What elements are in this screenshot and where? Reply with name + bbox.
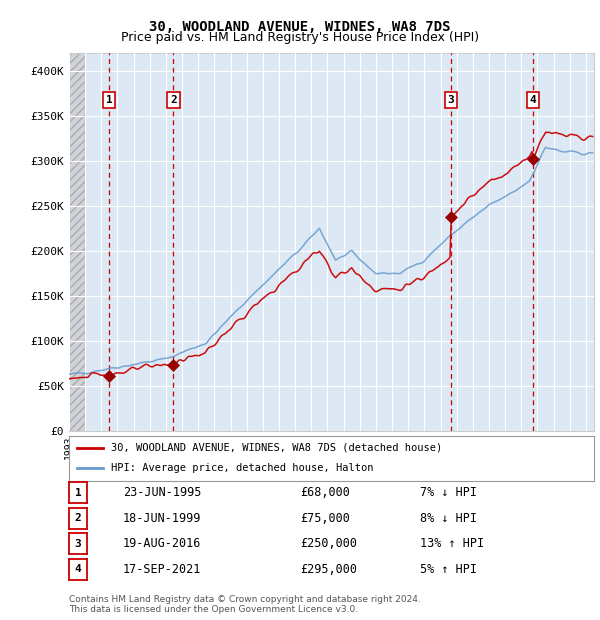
Text: £295,000: £295,000 [300, 563, 357, 575]
Text: 30, WOODLAND AVENUE, WIDNES, WA8 7DS (detached house): 30, WOODLAND AVENUE, WIDNES, WA8 7DS (de… [111, 443, 442, 453]
Text: This data is licensed under the Open Government Licence v3.0.: This data is licensed under the Open Gov… [69, 604, 358, 614]
Text: 19-AUG-2016: 19-AUG-2016 [123, 538, 202, 550]
Text: 5% ↑ HPI: 5% ↑ HPI [420, 563, 477, 575]
Text: Price paid vs. HM Land Registry's House Price Index (HPI): Price paid vs. HM Land Registry's House … [121, 31, 479, 44]
Text: £75,000: £75,000 [300, 512, 350, 525]
Text: 23-JUN-1995: 23-JUN-1995 [123, 487, 202, 499]
Text: 13% ↑ HPI: 13% ↑ HPI [420, 538, 484, 550]
Text: 1: 1 [106, 95, 112, 105]
Text: 2: 2 [74, 513, 82, 523]
Text: 3: 3 [74, 539, 82, 549]
Text: £250,000: £250,000 [300, 538, 357, 550]
Text: 8% ↓ HPI: 8% ↓ HPI [420, 512, 477, 525]
Text: Contains HM Land Registry data © Crown copyright and database right 2024.: Contains HM Land Registry data © Crown c… [69, 595, 421, 604]
Text: 18-JUN-1999: 18-JUN-1999 [123, 512, 202, 525]
Text: 3: 3 [448, 95, 454, 105]
Text: £68,000: £68,000 [300, 487, 350, 499]
Text: 30, WOODLAND AVENUE, WIDNES, WA8 7DS: 30, WOODLAND AVENUE, WIDNES, WA8 7DS [149, 20, 451, 34]
Text: 7% ↓ HPI: 7% ↓ HPI [420, 487, 477, 499]
Text: 4: 4 [529, 95, 536, 105]
Text: 17-SEP-2021: 17-SEP-2021 [123, 563, 202, 575]
Text: 4: 4 [74, 564, 82, 574]
Bar [69, 53, 85, 431]
Text: HPI: Average price, detached house, Halton: HPI: Average price, detached house, Halt… [111, 463, 373, 474]
Text: 1: 1 [74, 488, 82, 498]
Text: 2: 2 [170, 95, 177, 105]
